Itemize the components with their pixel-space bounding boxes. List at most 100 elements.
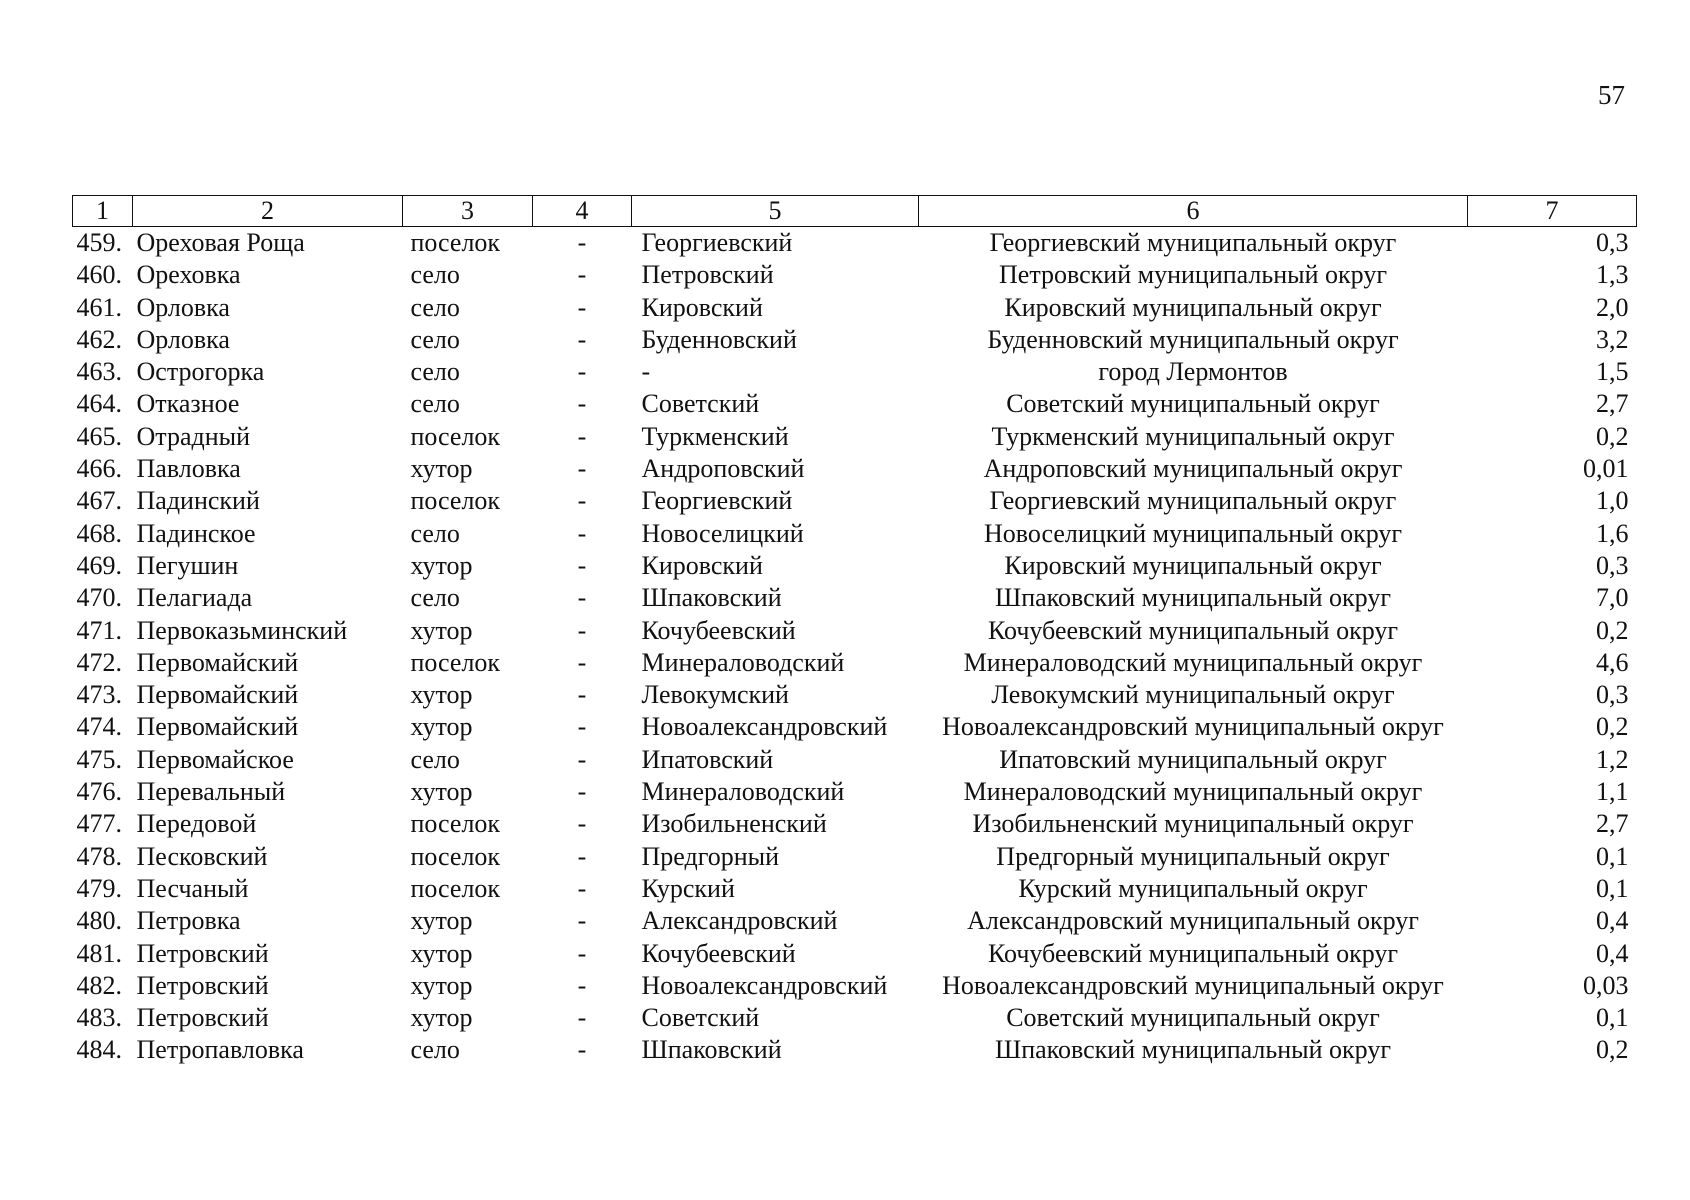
row-value: 0,2: [1596, 615, 1629, 645]
settlement-type: село: [410, 260, 460, 290]
table-row: 466. Павловка хутор - Андроповский Андроповск…: [73, 453, 1637, 485]
table-row: 483. Петровский хутор - Советский Советский м…: [73, 1002, 1637, 1034]
column-4-value: -: [577, 744, 587, 774]
municipal-okrug: Новоалександровский муниципальный округ: [942, 712, 1444, 742]
municipal-okrug: Буденновский муниципальный округ: [987, 324, 1399, 354]
table-row: 480. Петровка хутор - Александровский Алексан…: [73, 905, 1637, 937]
row-number: 478.: [76, 841, 123, 871]
column-4-value: -: [577, 841, 587, 871]
municipal-okrug: Шпаковский муниципальный округ: [995, 1035, 1391, 1065]
row-number: 469.: [76, 550, 123, 580]
district-name: Шпаковский: [641, 1035, 782, 1065]
table-row: 461. Орловка село - Кировский Кировский муниц…: [73, 292, 1637, 324]
table-row: 482. Петровский хутор - Новоалександровский Н…: [73, 970, 1637, 1002]
settlement-name: Падинский: [136, 486, 260, 516]
district-name: Новоселицкий: [641, 518, 804, 548]
table-row: 478. Песковский поселок - Предгорный Предгорн…: [73, 841, 1637, 873]
row-number: 477.: [76, 809, 123, 839]
municipal-okrug: Изобильненский муниципальный округ: [972, 809, 1414, 839]
settlement-name: Ореховая Роща: [136, 228, 305, 257]
row-value: 0,2: [1596, 712, 1629, 742]
district-name: Петровский: [641, 260, 774, 290]
settlement-type: поселок: [410, 841, 501, 871]
settlement-name: Петровский: [136, 970, 269, 1000]
row-value: 0,03: [1583, 970, 1629, 1000]
settlement-type: поселок: [410, 421, 501, 451]
column-4-value: -: [577, 389, 587, 419]
header-cell-7: 7: [1467, 195, 1637, 227]
table-row: 484. Петропавловка село - Шпаковский Шпаковск…: [73, 1034, 1637, 1066]
row-value: 2,7: [1596, 809, 1629, 839]
row-value: 0,1: [1596, 873, 1629, 903]
column-4-value: -: [577, 324, 587, 354]
column-4-value: -: [577, 809, 587, 839]
row-number: 461.: [76, 292, 123, 322]
district-name: Минераловодский: [641, 777, 845, 807]
row-value: 0,2: [1596, 421, 1629, 451]
settlement-name: Первомайский: [136, 647, 299, 677]
settlement-name: Острогорка: [136, 357, 265, 387]
municipal-okrug: Новоалександровский муниципальный округ: [942, 970, 1444, 1000]
table-row: 467. Падинский поселок - Георгиевский Георгие…: [73, 485, 1637, 517]
district-name: Кировский: [641, 550, 763, 580]
settlement-name: Отрадный: [136, 421, 251, 451]
row-value: 2,7: [1596, 389, 1629, 419]
row-number: 479.: [76, 873, 123, 903]
municipal-okrug: Новоселицкий муниципальный округ: [983, 518, 1403, 548]
header-cell-2: 2: [132, 195, 403, 227]
column-4-value: -: [577, 518, 587, 548]
column-4-value: -: [577, 938, 587, 968]
column-4-value: -: [577, 615, 587, 645]
district-name: Советский: [641, 389, 760, 419]
district-name: Кировский: [641, 292, 763, 322]
row-value: 2,0: [1596, 292, 1629, 322]
column-4-value: -: [577, 647, 587, 677]
table-row: 475. Первомайское село - Ипатовский Ипатовски…: [73, 744, 1637, 776]
settlement-type: село: [410, 1035, 460, 1065]
settlement-name: Отказное: [136, 389, 240, 419]
row-number: 483.: [76, 1003, 123, 1033]
row-value: 0,4: [1596, 906, 1629, 936]
settlement-name: Передовой: [136, 809, 257, 839]
district-name: -: [641, 357, 651, 387]
settlement-name: Перевальный: [136, 777, 286, 807]
header-cell-4: 4: [532, 195, 632, 227]
column-4-value: -: [577, 486, 587, 516]
municipal-okrug: Левокумский муниципальный округ: [991, 680, 1395, 710]
district-name: Советский: [641, 1003, 760, 1033]
settlement-name: Первомайское: [136, 744, 294, 774]
table-row: 464. Отказное село - Советский Советский муни…: [73, 388, 1637, 420]
table-row: 479. Песчаный поселок - Курский Курский муниц…: [73, 873, 1637, 905]
district-name: Изобильненский: [641, 809, 827, 839]
table-row: 481. Петровский хутор - Кочубеевский Кочубеев…: [73, 938, 1637, 970]
row-value: 1,0: [1596, 486, 1629, 516]
table-row: 469. Пегушин хутор - Кировский Кировский муни…: [73, 550, 1637, 582]
table-row: 465. Отрадный поселок - Туркменский Туркменск…: [73, 421, 1637, 453]
settlements-table: 1 2 3 4 5 6 7 459. Ореховая Роща поселок - Г…: [72, 195, 1637, 1067]
row-value: 1,3: [1596, 260, 1629, 290]
row-value: 4,6: [1596, 647, 1629, 677]
row-value: 1,1: [1596, 777, 1629, 807]
district-name: Буденновский: [641, 324, 797, 354]
row-number: 460.: [76, 260, 123, 290]
settlement-type: хутор: [410, 906, 473, 936]
row-value: 0,1: [1596, 841, 1629, 871]
district-name: Новоалександровский: [641, 970, 888, 1000]
district-name: Ипатовский: [641, 744, 774, 774]
district-name: Туркменский: [641, 421, 789, 451]
settlement-name: Петровка: [136, 906, 241, 936]
table-row: 476. Перевальный хутор - Минераловодский Мине…: [73, 776, 1637, 808]
municipal-okrug: Курский муниципальный округ: [1018, 873, 1368, 903]
row-number: 459.: [76, 228, 123, 257]
header-cell-3: 3: [402, 195, 533, 227]
municipal-okrug: Кочубеевский муниципальный округ: [987, 615, 1399, 645]
district-name: Кочубеевский: [641, 938, 796, 968]
column-4-value: -: [577, 680, 587, 710]
settlement-name: Павловка: [136, 454, 241, 484]
settlement-type: хутор: [410, 712, 473, 742]
row-number: 468.: [76, 518, 123, 548]
table-row: 473. Первомайский хутор - Левокумский Левокум…: [73, 679, 1637, 711]
settlement-type: хутор: [410, 1003, 473, 1033]
settlement-type: село: [410, 357, 460, 387]
row-number: 466.: [76, 454, 123, 484]
